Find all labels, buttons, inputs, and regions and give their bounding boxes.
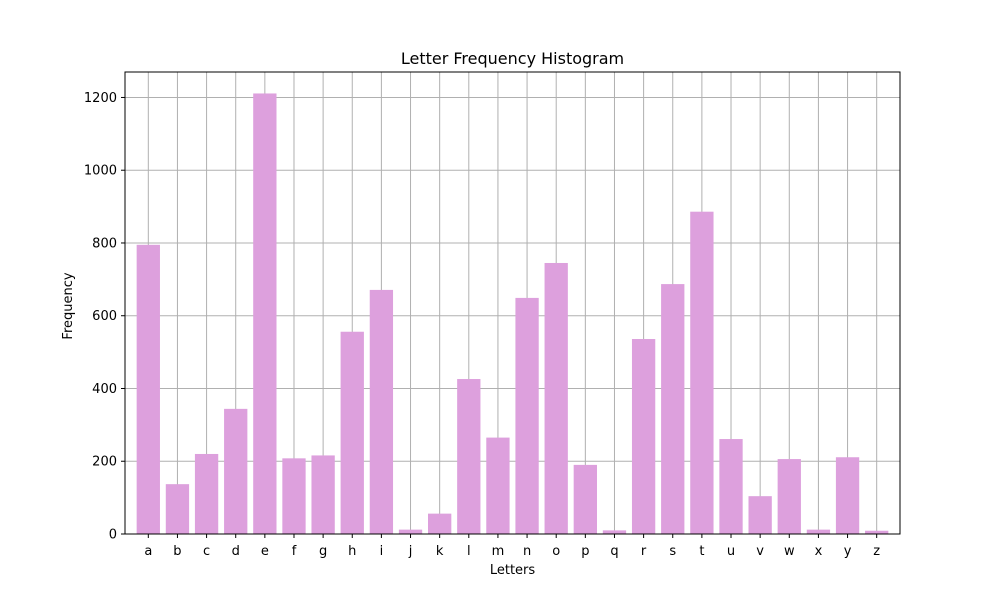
y-axis-ticks: 0 200 400 600 800 1000 1200: [84, 91, 125, 543]
x-tick-label: t: [699, 544, 704, 559]
x-axis-label: Letters: [490, 563, 536, 578]
bar-g: [311, 455, 335, 534]
x-tick-label: u: [727, 544, 735, 559]
bar-n: [515, 297, 539, 534]
bar-p: [573, 464, 597, 534]
x-tick-label: s: [669, 544, 676, 559]
bar-y: [835, 457, 860, 534]
x-tick-label: x: [815, 544, 823, 559]
bar-b: [165, 484, 190, 534]
x-tick-label: z: [873, 544, 880, 559]
x-tick-label: f: [292, 544, 297, 559]
bar-x: [806, 529, 831, 534]
x-tick-label: i: [380, 544, 384, 559]
bar-d: [224, 408, 248, 534]
bar-i: [369, 289, 394, 534]
bar-v: [748, 496, 772, 534]
y-tick-label: 0: [109, 528, 117, 543]
bar-a: [136, 244, 160, 534]
y-tick-label: 200: [92, 455, 117, 470]
y-axis-label: Frequency: [61, 272, 76, 339]
x-tick-label: h: [348, 544, 356, 559]
x-tick-label: q: [610, 544, 618, 559]
x-tick-label: w: [784, 544, 795, 559]
y-tick-label: 1000: [84, 164, 117, 179]
bar-k: [428, 513, 452, 534]
bar-j: [398, 529, 423, 534]
bar-u: [719, 439, 743, 534]
y-tick-label: 800: [92, 236, 117, 251]
x-tick-label: y: [844, 544, 852, 559]
x-tick-label: l: [467, 544, 471, 559]
bar-o: [544, 262, 568, 534]
bar-t: [690, 211, 714, 534]
x-tick-label: j: [408, 544, 413, 559]
y-tick-label: 400: [92, 382, 117, 397]
bar-m: [486, 437, 510, 534]
x-tick-label: o: [552, 544, 560, 559]
x-tick-label: r: [641, 544, 647, 559]
x-tick-label: a: [144, 544, 152, 559]
bar-e: [253, 93, 277, 535]
x-axis-ticks: a b c d e f g h i j k l m n o p q r s t u v w x y z: [144, 534, 880, 559]
bars: [136, 93, 889, 535]
bar-q: [602, 530, 627, 534]
y-tick-label: 1200: [84, 91, 117, 106]
plot-area-frame: [124, 71, 901, 535]
x-tick-label: e: [261, 544, 269, 559]
x-tick-label: g: [319, 544, 327, 559]
bar-s: [661, 284, 685, 534]
x-tick-label: b: [173, 544, 181, 559]
bar-f: [282, 458, 306, 534]
x-tick-label: c: [203, 544, 210, 559]
x-tick-label: k: [436, 544, 444, 559]
x-tick-label: m: [492, 544, 505, 559]
x-tick-label: v: [756, 544, 764, 559]
bar-r: [631, 339, 656, 534]
bar-l: [457, 379, 481, 534]
bar-h: [340, 331, 364, 534]
x-tick-label: d: [232, 544, 240, 559]
chart-title: Letter Frequency Histogram: [401, 49, 624, 68]
y-tick-label: 600: [92, 309, 117, 324]
bar-w: [777, 459, 801, 534]
x-tick-label: p: [581, 544, 589, 559]
x-tick-label: n: [523, 544, 531, 559]
bar-c: [194, 453, 219, 534]
bar-z: [865, 530, 889, 534]
